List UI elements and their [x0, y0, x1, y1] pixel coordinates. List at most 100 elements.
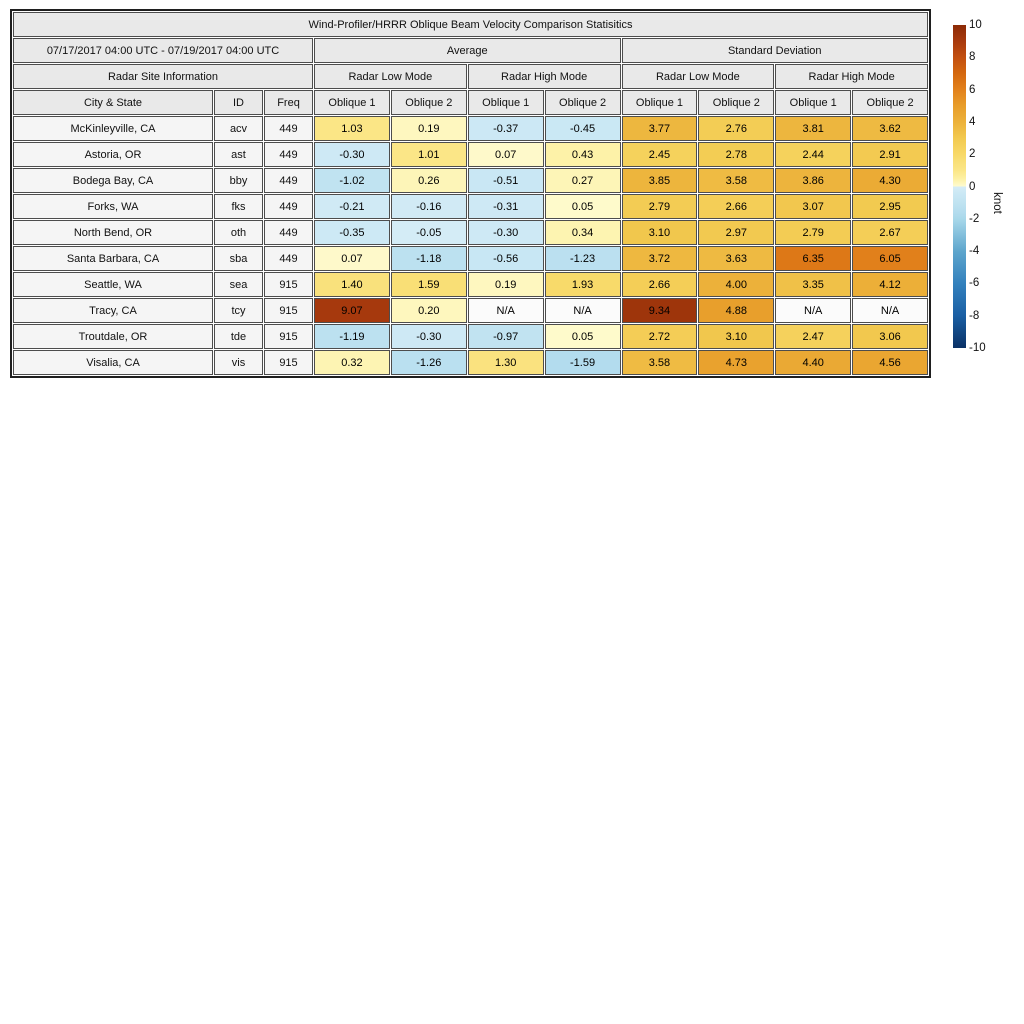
freq-cell: 449	[264, 142, 313, 167]
column-header-freq: Freq	[264, 90, 313, 115]
value-cell: -0.30	[390, 324, 467, 349]
colorbar-tick-label: 6	[969, 83, 976, 96]
colorbar-ticks: 10 8 6 4 2 0 -2 -4 -6 -8 -10	[969, 0, 1003, 380]
table-header: Wind-Profiler/HRRR Oblique Beam Velocity…	[13, 12, 928, 115]
value-cell: 2.78	[698, 142, 775, 167]
colorbar-label: knot	[991, 192, 1003, 214]
date-range: 07/17/2017 04:00 UTC - 07/19/2017 04:00 …	[13, 38, 313, 63]
value-cell: -0.37	[467, 116, 544, 141]
value-cell: 2.66	[698, 194, 775, 219]
city-cell: North Bend, OR	[13, 220, 213, 245]
colorbar-tick-label: -2	[969, 212, 980, 225]
value-cell: N/A	[852, 298, 928, 323]
colorbar	[953, 25, 966, 348]
freq-cell: 449	[264, 246, 313, 271]
site-id-cell: sea	[214, 272, 263, 297]
value-cell: 0.34	[544, 220, 621, 245]
value-cell: 4.40	[775, 350, 852, 375]
value-cell: -0.35	[314, 220, 390, 245]
value-cell: 1.30	[467, 350, 544, 375]
city-cell: Seattle, WA	[13, 272, 213, 297]
value-cell: 1.93	[544, 272, 621, 297]
value-cell: -1.02	[314, 168, 390, 193]
title-row: Wind-Profiler/HRRR Oblique Beam Velocity…	[13, 12, 928, 37]
colorbar-tick-label: -4	[969, 245, 980, 258]
value-cell: 0.43	[544, 142, 621, 167]
site-id-cell: acv	[214, 116, 263, 141]
site-id-cell: fks	[214, 194, 263, 219]
table-row: North Bend, OR oth 449 -0.35 -0.05 -0.30 0.34 3…	[13, 220, 928, 245]
value-cell: 3.10	[621, 220, 698, 245]
value-cell: 4.00	[698, 272, 775, 297]
column-header-oblique: Oblique 1	[775, 90, 852, 115]
value-cell: 2.72	[621, 324, 698, 349]
freq-cell: 449	[264, 194, 313, 219]
value-cell: 0.19	[467, 272, 544, 297]
value-cell: 3.85	[621, 168, 698, 193]
city-cell: Visalia, CA	[13, 350, 213, 375]
value-cell: -1.26	[390, 350, 467, 375]
table-row: Astoria, OR ast 449 -0.30 1.01 0.07 0.43 2.45 2.…	[13, 142, 928, 167]
freq-cell: 449	[264, 116, 313, 141]
value-cell: 0.05	[544, 324, 621, 349]
value-cell: 0.05	[544, 194, 621, 219]
freq-cell: 915	[264, 350, 313, 375]
colorbar-tick-label: 8	[969, 51, 976, 64]
value-cell: 4.56	[852, 350, 928, 375]
table-row: Visalia, CA vis 915 0.32 -1.26 1.30 -1.59 3.58 4…	[13, 350, 928, 375]
colorbar-tick-label: 4	[969, 115, 976, 128]
freq-cell: 915	[264, 298, 313, 323]
value-cell: -0.21	[314, 194, 390, 219]
site-id-cell: ast	[214, 142, 263, 167]
city-cell: McKinleyville, CA	[13, 116, 213, 141]
value-cell: N/A	[467, 298, 544, 323]
value-cell: 3.63	[698, 246, 775, 271]
value-cell: 2.45	[621, 142, 698, 167]
value-cell: 3.72	[621, 246, 698, 271]
site-id-cell: sba	[214, 246, 263, 271]
value-cell: 3.58	[621, 350, 698, 375]
value-cell: 9.34	[621, 298, 698, 323]
value-cell: -0.30	[467, 220, 544, 245]
city-cell: Bodega Bay, CA	[13, 168, 213, 193]
value-cell: -0.16	[390, 194, 467, 219]
value-cell: -1.18	[390, 246, 467, 271]
value-cell: 2.91	[852, 142, 928, 167]
value-cell: 4.73	[698, 350, 775, 375]
city-cell: Forks, WA	[13, 194, 213, 219]
site-id-cell: tde	[214, 324, 263, 349]
city-cell: Santa Barbara, CA	[13, 246, 213, 271]
value-cell: 0.27	[544, 168, 621, 193]
value-cell: 3.86	[775, 168, 852, 193]
value-cell: -0.30	[314, 142, 390, 167]
value-cell: 6.05	[852, 246, 928, 271]
table-title: Wind-Profiler/HRRR Oblique Beam Velocity…	[13, 12, 928, 37]
value-cell: 9.07	[314, 298, 390, 323]
table-row: Seattle, WA sea 915 1.40 1.59 0.19 1.93 2.66 4.0…	[13, 272, 928, 297]
colorbar-tick-label: 10	[969, 19, 982, 31]
value-cell: 2.76	[698, 116, 775, 141]
value-cell: 2.44	[775, 142, 852, 167]
column-header-id: ID	[214, 90, 263, 115]
column-header-oblique: Oblique 1	[314, 90, 390, 115]
value-cell: N/A	[775, 298, 852, 323]
value-cell: 1.03	[314, 116, 390, 141]
mode-header-avg-low: Radar Low Mode	[314, 64, 467, 89]
value-cell: 2.95	[852, 194, 928, 219]
table-row: Tracy, CA tcy 915 9.07 0.20 N/A N/A 9.34 4.88 N/A…	[13, 298, 928, 323]
freq-cell: 449	[264, 220, 313, 245]
column-header-oblique: Oblique 2	[544, 90, 621, 115]
column-header-oblique: Oblique 2	[390, 90, 467, 115]
column-header-oblique: Oblique 2	[698, 90, 775, 115]
value-cell: -0.97	[467, 324, 544, 349]
table-row: Bodega Bay, CA bby 449 -1.02 0.26 -0.51 0.27 3.…	[13, 168, 928, 193]
value-cell: 1.01	[390, 142, 467, 167]
group-header-average: Average	[314, 38, 621, 63]
value-cell: -1.59	[544, 350, 621, 375]
value-cell: 0.26	[390, 168, 467, 193]
value-cell: 3.58	[698, 168, 775, 193]
value-cell: 0.19	[390, 116, 467, 141]
value-cell: -0.56	[467, 246, 544, 271]
value-cell: -1.23	[544, 246, 621, 271]
group-header-row: 07/17/2017 04:00 UTC - 07/19/2017 04:00 …	[13, 38, 928, 63]
